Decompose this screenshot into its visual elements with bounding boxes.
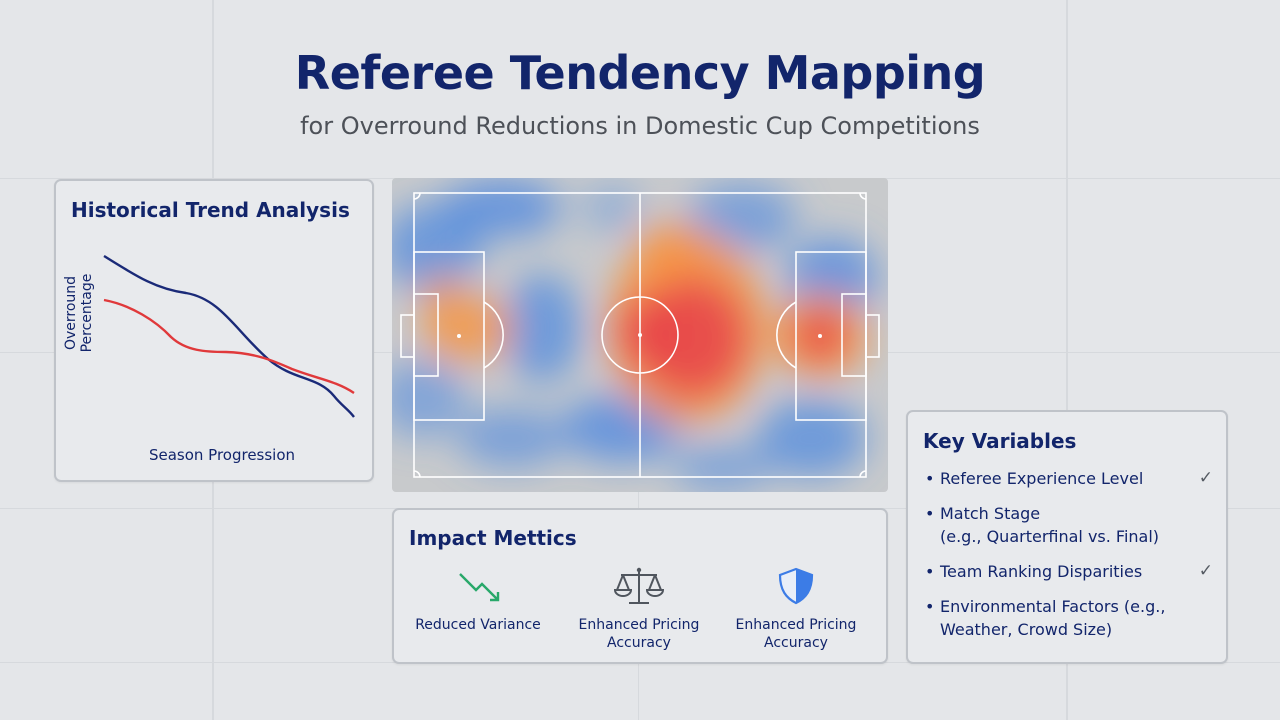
- trend-line-red: [103, 298, 355, 394]
- metric-label: Reduced Variance: [415, 617, 541, 633]
- pitch-markings: [400, 192, 880, 478]
- page-title: Referee Tendency Mapping: [294, 46, 986, 100]
- heat-blobs: [392, 178, 877, 492]
- trend-down-icon: [459, 573, 500, 602]
- metric-label: Enhanced Pricing Accuracy: [735, 617, 857, 651]
- impact-metrics-card: Impact Mettics Reduced Variance: [392, 508, 888, 664]
- checkmark-icon: ✓: [1198, 468, 1213, 488]
- bullet-icon: •: [925, 469, 935, 488]
- impact-card-title: Impact Mettics: [409, 526, 577, 550]
- bullet-icon: •: [925, 562, 935, 581]
- bullet-icon: •: [925, 597, 935, 616]
- checkmark-icon: ✓: [1198, 561, 1213, 581]
- trend-line-chart: [103, 254, 355, 418]
- pitch-heatmap: [392, 178, 888, 492]
- scales-icon: [613, 567, 665, 604]
- trend-analysis-card: Historical Trend Analysis Overround Perc…: [54, 179, 374, 482]
- y-axis-label: Overround Percentage: [63, 273, 95, 353]
- bullet-icon: •: [925, 504, 935, 523]
- page-subtitle: for Overround Reductions in Domestic Cup…: [300, 112, 980, 140]
- x-axis-label: Season Progression: [148, 446, 296, 464]
- key-variables-card: Key Variables • Referee Experience Level…: [906, 410, 1228, 664]
- trend-card-title: Historical Trend Analysis: [71, 198, 350, 222]
- trend-line-navy: [103, 254, 355, 418]
- metric-label: Enhanced Pricing Accuracy: [578, 617, 700, 651]
- shield-icon: [778, 567, 814, 605]
- key-variables-title: Key Variables: [923, 429, 1077, 453]
